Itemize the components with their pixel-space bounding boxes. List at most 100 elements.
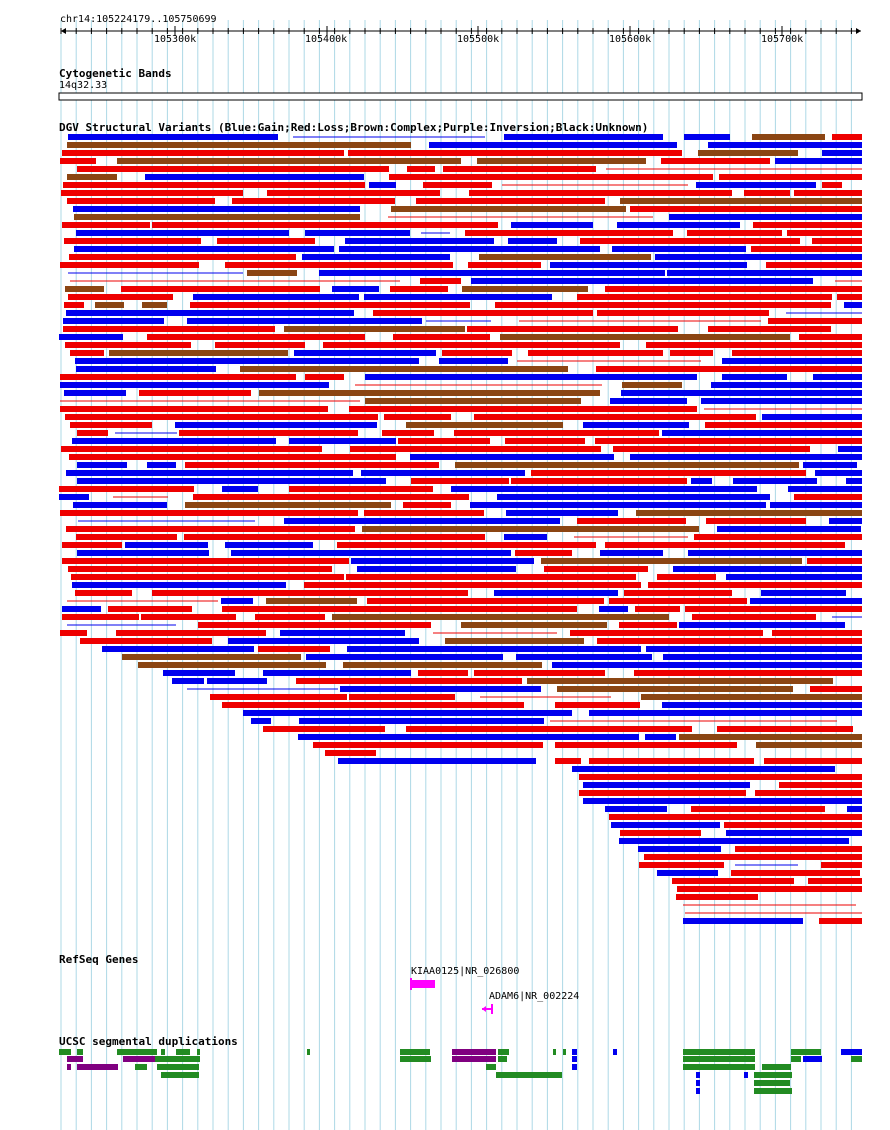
variant-bar xyxy=(719,174,862,180)
variant-bar xyxy=(64,302,84,308)
variant-bar xyxy=(500,334,790,340)
gene-label-adam6[interactable]: ADAM6|NR_002224 xyxy=(489,991,580,1002)
variant-bar xyxy=(179,430,358,436)
variant-bar xyxy=(731,870,860,876)
variant-bar xyxy=(76,534,177,540)
variant-bar xyxy=(68,134,278,140)
variant-bar xyxy=(231,550,511,556)
segdup-bar xyxy=(696,1080,700,1086)
variant-bar xyxy=(71,574,344,580)
variant-bar xyxy=(365,398,581,404)
gene-label-kiaa0125[interactable]: KIAA0125|NR_026800 xyxy=(411,966,520,977)
variant-bar xyxy=(679,734,862,740)
variant-bar xyxy=(305,374,344,380)
variant-bar xyxy=(638,846,721,852)
variant-bar xyxy=(844,302,862,308)
variant-bar xyxy=(243,710,572,716)
variant-bar xyxy=(756,742,862,748)
variant-bar xyxy=(617,222,740,228)
ruler-tick-label: 105700k xyxy=(761,34,804,45)
variant-bar xyxy=(669,214,862,220)
variant-bar xyxy=(72,438,276,444)
variant-bar xyxy=(685,606,862,612)
variant-bar xyxy=(69,454,396,460)
variant-bar xyxy=(345,238,494,244)
variant-bar xyxy=(679,622,845,628)
segdup-bar xyxy=(161,1072,199,1078)
variant-bar xyxy=(263,726,385,732)
variant-bar xyxy=(64,238,201,244)
variant-bar xyxy=(596,366,862,372)
variant-bar xyxy=(589,710,862,716)
variant-bar xyxy=(819,918,862,924)
refseq-track-title[interactable]: RefSeq Genes xyxy=(59,953,139,966)
variant-bar xyxy=(259,390,600,396)
variant-bar xyxy=(77,430,108,436)
variant-bar xyxy=(65,342,191,348)
segdup-bar xyxy=(754,1088,792,1094)
variant-bar xyxy=(698,150,798,156)
variant-bar xyxy=(319,270,665,276)
variant-bar xyxy=(232,198,395,204)
variant-bar xyxy=(251,718,271,724)
variant-bar xyxy=(474,414,756,420)
variant-bar xyxy=(645,734,676,740)
variant-bar xyxy=(752,134,825,140)
variant-bar xyxy=(646,646,862,652)
variant-bar xyxy=(61,190,243,196)
variant-bar xyxy=(735,846,862,852)
variant-bar xyxy=(595,438,862,444)
variant-bar xyxy=(222,606,577,612)
variant-bar xyxy=(59,494,89,500)
variant-bar xyxy=(77,462,127,468)
variant-bar xyxy=(240,366,568,372)
variant-bar xyxy=(217,238,315,244)
segdup-bar xyxy=(67,1056,83,1062)
variant-bar xyxy=(102,646,254,652)
variant-bar xyxy=(580,238,800,244)
variant-bar xyxy=(624,590,732,596)
variant-bar xyxy=(184,534,485,540)
variant-bar xyxy=(247,270,297,276)
variant-bar xyxy=(810,686,862,692)
variant-bar xyxy=(635,606,680,612)
segdup-bar xyxy=(754,1072,792,1078)
ruler-tick-label: 105500k xyxy=(457,34,500,45)
variant-bar xyxy=(190,302,470,308)
variant-bar xyxy=(406,422,563,428)
variant-bar xyxy=(661,158,770,164)
variant-bar xyxy=(694,534,862,540)
variant-bar xyxy=(636,510,862,516)
variant-bar xyxy=(228,638,419,644)
variant-bar xyxy=(60,374,296,380)
variant-bar xyxy=(70,350,104,356)
variant-bar xyxy=(108,606,192,612)
variant-bar xyxy=(284,326,465,332)
variant-bar xyxy=(222,702,524,708)
variant-bar xyxy=(62,606,101,612)
ruler-tick-label: 105300k xyxy=(154,34,197,45)
variant-bar xyxy=(64,390,126,396)
variant-bar xyxy=(66,310,354,316)
cytoband-track-title[interactable]: Cytogenetic Bands xyxy=(59,67,172,80)
variant-bar xyxy=(455,462,799,468)
variant-bar xyxy=(787,230,862,236)
variant-bar xyxy=(724,822,862,828)
ruler-arrow-left xyxy=(61,28,66,34)
variant-bar xyxy=(644,854,862,860)
segdup-track-title[interactable]: UCSC segmental duplications xyxy=(59,1035,238,1048)
variant-bar xyxy=(662,430,862,436)
variant-bar xyxy=(263,670,411,676)
variant-bar xyxy=(266,598,357,604)
dgv-track-title[interactable]: DGV Structural Variants (Blue:Gain;Red:L… xyxy=(59,121,649,134)
variant-bar xyxy=(76,230,289,236)
variant-bar xyxy=(753,222,862,228)
variant-bar xyxy=(349,406,697,412)
variant-bar xyxy=(622,382,682,388)
segdup-bar xyxy=(452,1056,496,1062)
variant-bar xyxy=(505,438,585,444)
variant-bar xyxy=(465,230,673,236)
variant-bar xyxy=(362,526,699,532)
variant-bar xyxy=(68,566,332,572)
variant-bar xyxy=(589,758,754,764)
